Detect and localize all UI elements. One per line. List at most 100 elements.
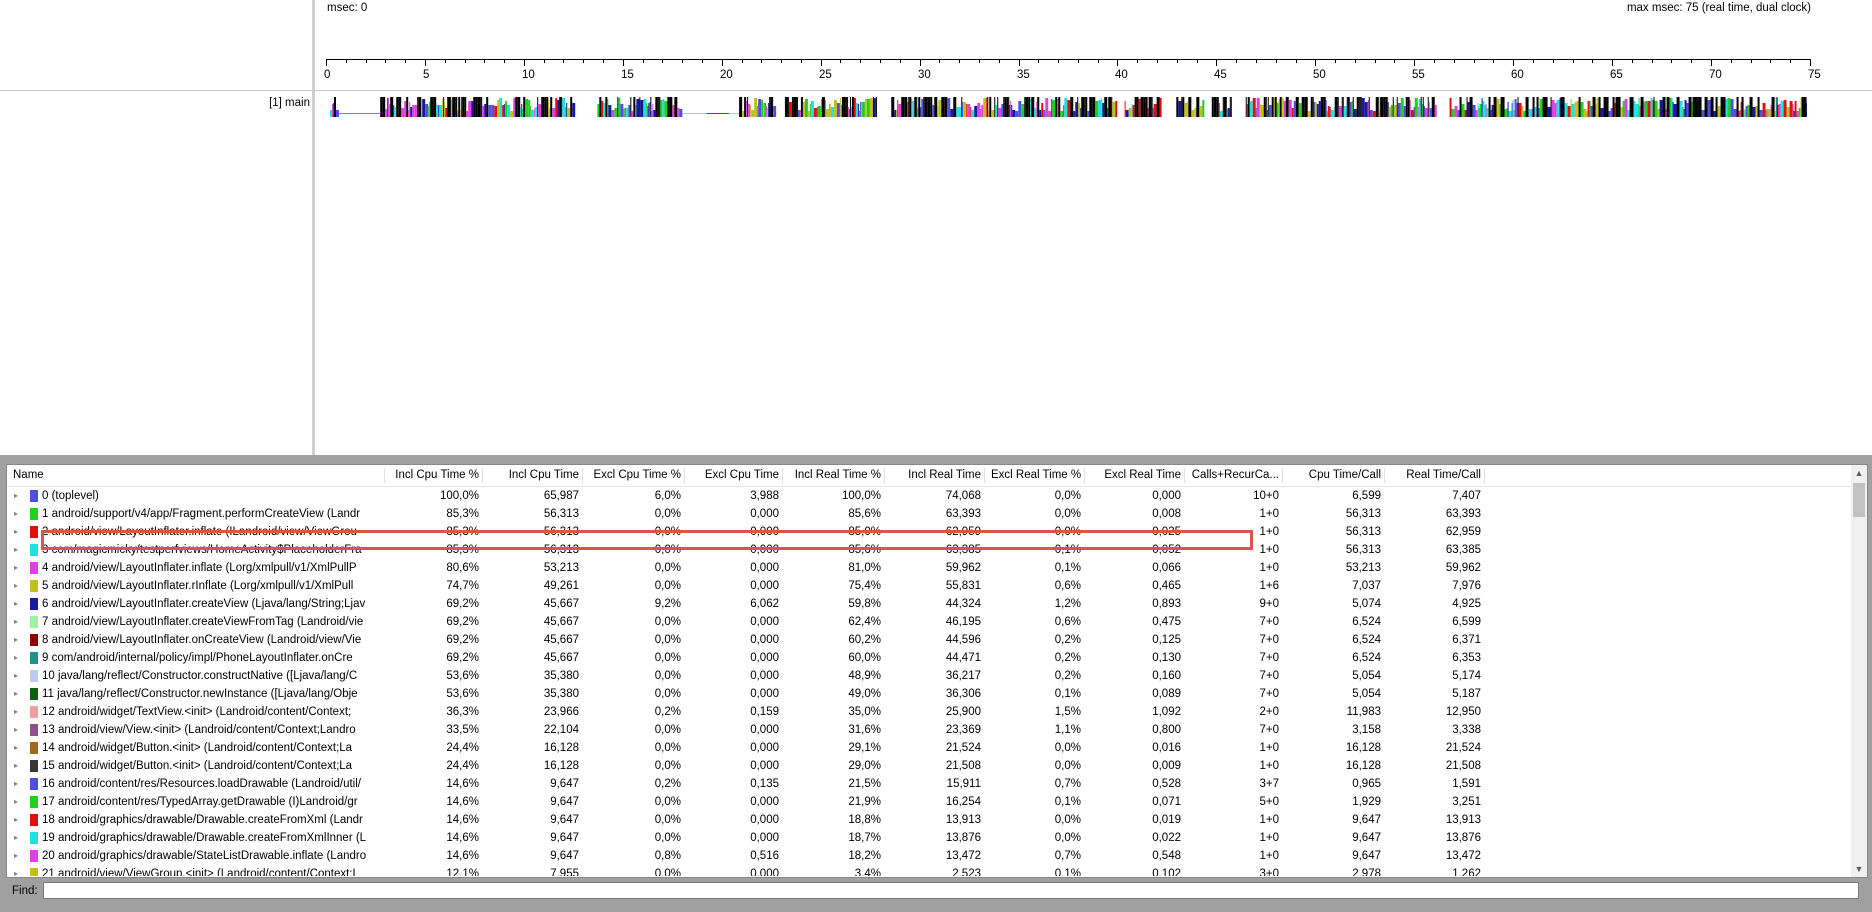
table-row[interactable]: ▸ 6 android/view/LayoutInflater.createVie… bbox=[7, 595, 1851, 613]
find-input[interactable] bbox=[43, 882, 1859, 899]
thread-call-segment bbox=[1388, 107, 1391, 117]
column-header[interactable]: Incl Cpu Time % bbox=[395, 469, 479, 481]
metric-cell: 1,262 bbox=[1452, 868, 1481, 876]
expand-arrow-icon[interactable]: ▸ bbox=[14, 779, 19, 788]
table-row[interactable]: ▸ 9 com/android/internal/policy/impl/Phon… bbox=[7, 649, 1851, 667]
column-separator[interactable] bbox=[782, 468, 783, 483]
column-header[interactable]: Incl Real Time bbox=[908, 469, 981, 481]
metric-cell: 12,950 bbox=[1445, 706, 1481, 718]
expand-arrow-icon[interactable]: ▸ bbox=[14, 653, 19, 662]
column-header[interactable]: Excl Real Time bbox=[1104, 469, 1181, 481]
column-separator[interactable] bbox=[582, 468, 583, 483]
table-row[interactable]: ▸ 5 android/view/LayoutInflater.rInflate … bbox=[7, 577, 1851, 595]
expand-arrow-icon[interactable]: ▸ bbox=[14, 563, 19, 572]
expand-arrow-icon[interactable]: ▸ bbox=[14, 833, 19, 842]
table-row[interactable]: ▸ 18 android/graphics/drawable/Drawable.c… bbox=[7, 811, 1851, 829]
expand-arrow-icon[interactable]: ▸ bbox=[14, 725, 19, 734]
metric-cell: 45,667 bbox=[543, 616, 579, 628]
ruler-major-tick bbox=[1117, 59, 1118, 66]
table-row[interactable]: ▸ 14 android/widget/Button.<init> (Landro… bbox=[7, 739, 1851, 757]
thread-call-segment bbox=[836, 103, 840, 117]
column-separator[interactable] bbox=[482, 468, 483, 483]
expand-arrow-icon[interactable]: ▸ bbox=[14, 599, 19, 608]
table-row[interactable]: ▸ 7 android/view/LayoutInflater.createVie… bbox=[7, 613, 1851, 631]
table-row[interactable]: ▸ 17 android/content/res/TypedArray.getDr… bbox=[7, 793, 1851, 811]
method-table[interactable]: Name Incl Cpu Time % Incl Cpu Time Excl Cpu… bbox=[6, 464, 1868, 878]
table-row[interactable]: ▸ 13 android/view/View.<init> (Landroid/c… bbox=[7, 721, 1851, 739]
column-separator[interactable] bbox=[1484, 468, 1485, 483]
thread-call-segment bbox=[468, 101, 472, 117]
expand-arrow-icon[interactable]: ▸ bbox=[14, 545, 19, 554]
metric-cell: 23,966 bbox=[543, 706, 579, 718]
expand-arrow-icon[interactable]: ▸ bbox=[14, 581, 19, 590]
thread-call-segment bbox=[1346, 97, 1348, 117]
table-row[interactable]: ▸ 4 android/view/LayoutInflater.inflate (… bbox=[7, 559, 1851, 577]
expand-arrow-icon[interactable]: ▸ bbox=[14, 617, 19, 626]
column-header[interactable]: Excl Cpu Time % bbox=[593, 469, 681, 481]
metric-cell: 0,008 bbox=[1152, 508, 1181, 520]
time-ruler[interactable]: 0 5 10 15 20 25 30 35 40 45 50 55 60 65 70 75 bbox=[324, 55, 1821, 95]
expand-arrow-icon[interactable]: ▸ bbox=[14, 797, 19, 806]
metric-cell: 0,0% bbox=[1054, 832, 1081, 844]
method-name: 4 android/view/LayoutInflater.inflate (L… bbox=[42, 562, 357, 574]
column-separator[interactable] bbox=[1084, 468, 1085, 483]
column-header[interactable]: Calls+RecurCa... bbox=[1191, 469, 1279, 481]
expand-arrow-icon[interactable]: ▸ bbox=[14, 689, 19, 698]
column-header[interactable]: Real Time/Call bbox=[1406, 469, 1481, 481]
column-separator[interactable] bbox=[1384, 468, 1385, 483]
column-header[interactable]: Excl Cpu Time bbox=[704, 469, 779, 481]
expand-arrow-icon[interactable]: ▸ bbox=[14, 509, 19, 518]
table-row[interactable]: ▸ 15 android/widget/Button.<init> (Landro… bbox=[7, 757, 1851, 775]
expand-arrow-icon[interactable]: ▸ bbox=[14, 851, 19, 860]
metric-cell: 0,000 bbox=[750, 526, 779, 538]
column-separator[interactable] bbox=[684, 468, 685, 483]
scroll-up-arrow-icon[interactable]: ▲ bbox=[1854, 468, 1864, 478]
ruler-minor-tick bbox=[939, 59, 940, 63]
expand-arrow-icon[interactable]: ▸ bbox=[14, 635, 19, 644]
thread-call-segment bbox=[1252, 98, 1256, 117]
column-header[interactable]: Incl Real Time % bbox=[794, 469, 881, 481]
expand-arrow-icon[interactable]: ▸ bbox=[14, 527, 19, 536]
table-row[interactable]: ▸ 3 com/magicmicky/testperfviews/HomeActi… bbox=[7, 541, 1851, 559]
expand-arrow-icon[interactable]: ▸ bbox=[14, 743, 19, 752]
thread-call-segment bbox=[1418, 99, 1421, 117]
table-row[interactable]: ▸ 16 android/content/res/Resources.loadDr… bbox=[7, 775, 1851, 793]
column-header[interactable]: Name bbox=[13, 469, 44, 481]
metric-cell: 0,0% bbox=[654, 670, 681, 682]
scroll-thumb[interactable] bbox=[1853, 483, 1865, 517]
table-row[interactable]: ▸ 2 android/view/LayoutInflater.inflate (… bbox=[7, 523, 1851, 541]
column-separator[interactable] bbox=[1282, 468, 1283, 483]
scroll-down-arrow-icon[interactable]: ▼ bbox=[1854, 864, 1864, 874]
column-header[interactable]: Cpu Time/Call bbox=[1308, 469, 1381, 481]
table-row[interactable]: ▸ 11 java/lang/reflect/Constructor.newIns… bbox=[7, 685, 1851, 703]
column-header[interactable]: Excl Real Time % bbox=[991, 469, 1081, 481]
table-row[interactable]: ▸ 21 android/view/ViewGroup.<init> (Landr… bbox=[7, 865, 1851, 876]
thread-activity-track[interactable] bbox=[330, 97, 1807, 117]
table-row[interactable]: ▸ 8 android/view/LayoutInflater.onCreateV… bbox=[7, 631, 1851, 649]
table-row[interactable]: ▸ 12 android/widget/TextView.<init> (Land… bbox=[7, 703, 1851, 721]
thread-label-splitter[interactable] bbox=[312, 0, 315, 455]
table-body[interactable]: ▸ 0 (toplevel) 100,0% 65,987 6,0% 3,988 100,0%… bbox=[7, 487, 1851, 876]
expand-arrow-icon[interactable]: ▸ bbox=[14, 491, 19, 500]
expand-arrow-icon[interactable]: ▸ bbox=[14, 761, 19, 770]
expand-arrow-icon[interactable]: ▸ bbox=[14, 707, 19, 716]
column-separator[interactable] bbox=[984, 468, 985, 483]
table-row[interactable]: ▸ 0 (toplevel) 100,0% 65,987 6,0% 3,988 100,0%… bbox=[7, 487, 1851, 505]
expand-arrow-icon[interactable]: ▸ bbox=[14, 869, 19, 876]
table-row[interactable]: ▸ 1 android/support/v4/app/Fragment.perfo… bbox=[7, 505, 1851, 523]
expand-arrow-icon[interactable]: ▸ bbox=[14, 815, 19, 824]
table-row[interactable]: ▸ 20 android/graphics/drawable/StateListD… bbox=[7, 847, 1851, 865]
column-separator[interactable] bbox=[884, 468, 885, 483]
thread-call-segment bbox=[797, 110, 800, 117]
table-row[interactable]: ▸ 10 java/lang/reflect/Constructor.constr… bbox=[7, 667, 1851, 685]
column-separator[interactable] bbox=[1184, 468, 1185, 483]
metric-cell: 18,7% bbox=[848, 832, 881, 844]
column-separator[interactable] bbox=[384, 468, 385, 483]
expand-arrow-icon[interactable]: ▸ bbox=[14, 671, 19, 680]
thread-label-main[interactable]: [1] main bbox=[269, 97, 310, 109]
thread-call-segment bbox=[1479, 104, 1482, 117]
table-row[interactable]: ▸ 19 android/graphics/drawable/Drawable.c… bbox=[7, 829, 1851, 847]
thread-call-segment bbox=[1260, 105, 1264, 117]
vertical-scrollbar[interactable]: ▲ ▼ bbox=[1851, 465, 1867, 877]
column-header[interactable]: Incl Cpu Time bbox=[508, 469, 579, 481]
